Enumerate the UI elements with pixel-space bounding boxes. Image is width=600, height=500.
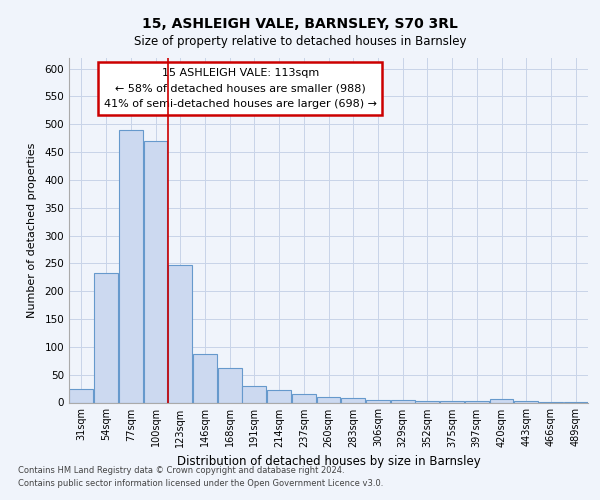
Bar — [143, 141, 167, 403]
Bar — [242, 386, 266, 402]
Text: Contains HM Land Registry data © Crown copyright and database right 2024.: Contains HM Land Registry data © Crown c… — [18, 466, 344, 475]
Bar — [218, 368, 242, 402]
Text: Size of property relative to detached houses in Barnsley: Size of property relative to detached ho… — [134, 35, 466, 48]
Bar — [292, 394, 316, 402]
Bar — [193, 354, 217, 403]
Bar — [317, 397, 340, 402]
X-axis label: Distribution of detached houses by size in Barnsley: Distribution of detached houses by size … — [176, 455, 481, 468]
Bar — [94, 274, 118, 402]
Bar — [341, 398, 365, 402]
Bar — [490, 399, 514, 402]
Text: 15 ASHLEIGH VALE: 113sqm
← 58% of detached houses are smaller (988)
41% of semi-: 15 ASHLEIGH VALE: 113sqm ← 58% of detach… — [104, 68, 377, 109]
Y-axis label: Number of detached properties: Number of detached properties — [28, 142, 37, 318]
Text: Contains public sector information licensed under the Open Government Licence v3: Contains public sector information licen… — [18, 479, 383, 488]
Bar — [119, 130, 143, 402]
Bar — [168, 264, 192, 402]
Bar — [391, 400, 415, 402]
Bar — [415, 401, 439, 402]
Bar — [70, 388, 94, 402]
Text: 15, ASHLEIGH VALE, BARNSLEY, S70 3RL: 15, ASHLEIGH VALE, BARNSLEY, S70 3RL — [142, 18, 458, 32]
Bar — [267, 390, 291, 402]
Bar — [366, 400, 390, 402]
